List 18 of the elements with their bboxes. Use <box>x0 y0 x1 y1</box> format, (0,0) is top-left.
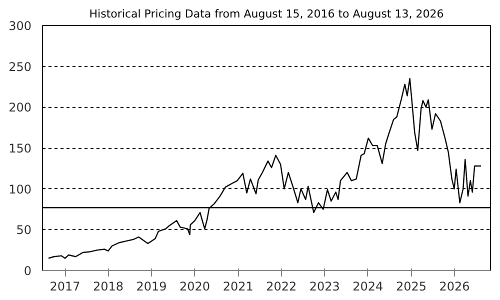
x-tick-label: 2024 <box>352 280 384 294</box>
y-tick-label: 100 <box>8 182 32 196</box>
chart-title: Historical Pricing Data from August 15, 2016 to August 13, 2026 <box>89 8 444 20</box>
y-tick-label: 200 <box>8 100 32 115</box>
x-tick-label: 2020 <box>179 280 210 294</box>
y-tick-label: 300 <box>8 19 32 33</box>
y-tick-label: 250 <box>8 60 32 74</box>
x-tick-label: 2023 <box>309 280 340 294</box>
y-tick-label: 50 <box>16 223 32 238</box>
x-tick-label: 2025 <box>396 280 427 294</box>
y-tick-label: 150 <box>8 142 32 156</box>
y-tick-label: 0 <box>24 264 32 278</box>
x-tick-label: 2017 <box>50 280 80 294</box>
x-tick-label: 2019 <box>136 280 167 294</box>
x-tick-label: 2022 <box>266 280 297 294</box>
x-tick-label: 2018 <box>92 280 124 294</box>
x-tick-label: 2021 <box>222 280 254 294</box>
x-tick-label: 2026 <box>439 280 470 294</box>
